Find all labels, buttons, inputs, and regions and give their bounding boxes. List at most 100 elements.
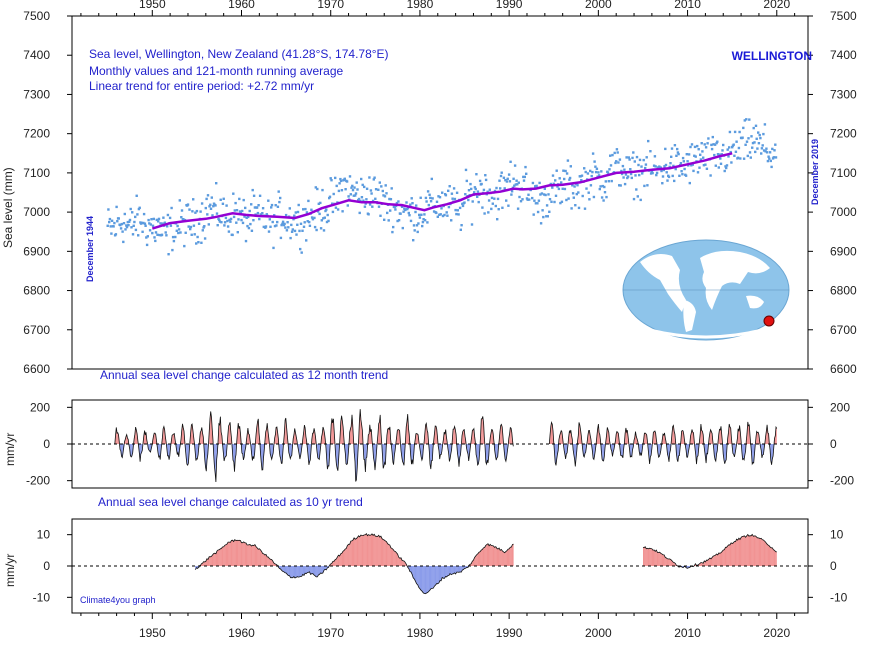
positive-fill (224, 544, 226, 566)
y-tick-label-left: 7500 (23, 9, 50, 23)
positive-fill (482, 547, 484, 566)
monthly-point (374, 197, 377, 200)
monthly-point (633, 160, 636, 163)
monthly-point (618, 158, 622, 161)
negative-fill (593, 444, 594, 460)
monthly-point (447, 205, 451, 209)
monthly-point (525, 172, 528, 175)
negative-fill (306, 566, 308, 574)
positive-fill (663, 554, 665, 566)
positive-fill (388, 544, 390, 566)
y-tick-label-right: 6800 (830, 284, 857, 298)
positive-fill (356, 537, 358, 566)
positive-fill (720, 426, 721, 444)
positive-fill (588, 430, 590, 444)
monthly-point (337, 189, 341, 193)
monthly-point (227, 230, 231, 233)
positive-fill (736, 539, 738, 566)
positive-fill (762, 539, 764, 566)
y-tick-label-left: 10 (37, 528, 51, 542)
monthly-point (456, 209, 459, 212)
monthly-point (273, 214, 276, 217)
positive-fill (253, 544, 255, 566)
positive-fill (481, 549, 483, 566)
monthly-point (353, 186, 356, 189)
positive-fill (722, 550, 724, 566)
negative-fill (310, 566, 312, 575)
monthly-point (703, 143, 706, 146)
monthly-point (171, 248, 174, 252)
monthly-point (399, 212, 402, 215)
negative-fill (131, 444, 132, 457)
monthly-point (594, 165, 597, 168)
negative-fill (149, 444, 151, 452)
monthly-point (629, 172, 633, 176)
positive-fill (335, 559, 337, 566)
x-tick-label-bottom: 1990 (496, 626, 523, 640)
monthly-point (670, 155, 673, 158)
monthly-point (329, 177, 332, 180)
negative-fill (327, 444, 329, 470)
monthly-point (488, 188, 491, 191)
monthly-point (150, 218, 153, 221)
monthly-point (153, 236, 156, 239)
positive-fill (135, 427, 137, 444)
positive-fill (361, 535, 364, 566)
monthly-point (514, 183, 517, 186)
positive-fill (498, 548, 500, 566)
monthly-point (180, 216, 183, 219)
monthly-point (205, 197, 208, 201)
monthly-point (258, 194, 262, 197)
positive-fill (249, 544, 251, 566)
positive-fill (218, 423, 220, 444)
negative-fill (308, 566, 310, 573)
source-label: Climate4you graph (80, 595, 156, 605)
monthly-point (516, 183, 519, 186)
monthly-point (635, 188, 638, 191)
monthly-point (305, 211, 309, 214)
positive-fill (737, 538, 739, 566)
monthly-point (503, 187, 506, 190)
positive-fill (757, 537, 759, 566)
x-tick-label-bottom: 2000 (585, 626, 612, 640)
y-tick-label-left: -200 (26, 474, 50, 488)
monthly-point (745, 118, 748, 121)
monthly-point (639, 198, 642, 202)
positive-fill (267, 556, 269, 566)
monthly-point (209, 203, 212, 206)
positive-fill (338, 555, 340, 566)
positive-fill (388, 428, 390, 444)
positive-fill (402, 560, 404, 566)
monthly-point (497, 208, 500, 211)
monthly-point (371, 199, 375, 203)
monthly-point (298, 229, 301, 233)
monthly-point (327, 219, 330, 223)
negative-fill (447, 566, 449, 576)
positive-fill (508, 548, 510, 566)
monthly-point (138, 206, 141, 209)
negative-fill (583, 444, 585, 457)
positive-fill (205, 558, 207, 566)
monthly-point (159, 222, 162, 225)
monthly-point (418, 213, 421, 217)
negative-fill (422, 566, 424, 593)
positive-fill (254, 544, 256, 566)
monthly-point (506, 177, 509, 180)
monthly-point (438, 196, 442, 199)
positive-fill (717, 553, 719, 566)
positive-fill (257, 418, 259, 444)
positive-fill (729, 424, 730, 444)
positive-fill (501, 549, 503, 566)
positive-fill (607, 427, 608, 444)
monthly-point (132, 224, 135, 227)
monthly-point (679, 162, 683, 165)
monthly-point (397, 200, 400, 203)
positive-fill (729, 542, 732, 566)
monthly-point (696, 171, 700, 174)
monthly-point (137, 234, 140, 237)
negative-fill (452, 566, 454, 574)
monthly-point (239, 211, 242, 214)
monthly-point (493, 189, 497, 193)
monthly-point (597, 174, 601, 177)
monthly-point (154, 239, 157, 243)
